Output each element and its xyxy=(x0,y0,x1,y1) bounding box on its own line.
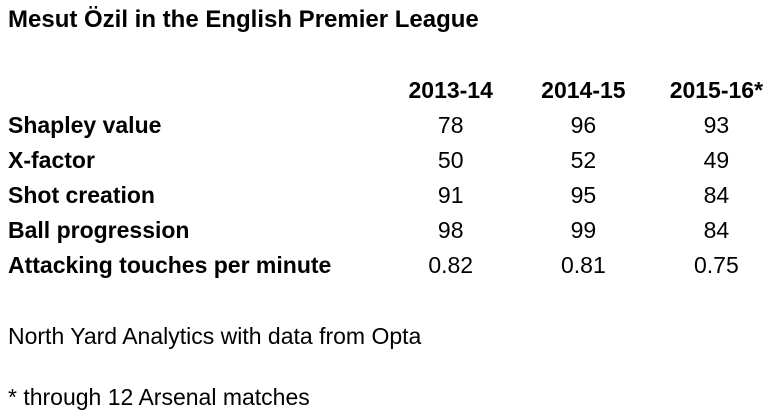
row-label: Shot creation xyxy=(8,182,155,208)
table-row: Shapley value 78 96 93 xyxy=(8,108,783,143)
footnote: * through 12 Arsenal matches xyxy=(8,384,310,410)
table-cell: 91 xyxy=(437,182,464,208)
table-cell: 50 xyxy=(437,147,464,173)
table-cell: 78 xyxy=(437,112,464,138)
table-cell: 99 xyxy=(570,217,597,243)
table-cell: 52 xyxy=(570,147,597,173)
table-row: Attacking touches per minute 0.82 0.81 0… xyxy=(8,248,783,283)
table-row: Shot creation 91 95 84 xyxy=(8,178,783,213)
table-cell: 0.75 xyxy=(693,252,739,278)
header-row: 2013-14 2014-15 2015-16* xyxy=(8,73,783,108)
stats-table: 2013-14 2014-15 2015-16* Shapley value 7… xyxy=(8,73,783,283)
table-cell: 93 xyxy=(703,112,730,138)
table-row: Ball progression 98 99 84 xyxy=(8,213,783,248)
column-header-2014-15: 2014-15 xyxy=(541,77,626,103)
column-header-2013-14: 2013-14 xyxy=(408,77,493,103)
row-label: Shapley value xyxy=(8,112,162,138)
row-label: Attacking touches per minute xyxy=(8,252,332,278)
header-corner xyxy=(8,73,384,108)
row-label: Ball progression xyxy=(8,217,190,243)
table-cell: 95 xyxy=(570,182,597,208)
table-title: Mesut Özil in the English Premier League xyxy=(8,6,479,33)
table-cell: 98 xyxy=(437,217,464,243)
table-cell: 49 xyxy=(703,147,730,173)
table-cell: 84 xyxy=(703,182,730,208)
column-header-2015-16: 2015-16* xyxy=(669,77,764,103)
source-note: North Yard Analytics with data from Opta xyxy=(8,323,422,349)
table-cell: 0.82 xyxy=(428,252,474,278)
table-cell: 96 xyxy=(570,112,597,138)
table-cell: 84 xyxy=(703,217,730,243)
table-cell: 0.81 xyxy=(561,252,606,278)
table-row: X-factor 50 52 49 xyxy=(8,143,783,178)
row-label: X-factor xyxy=(8,147,95,173)
